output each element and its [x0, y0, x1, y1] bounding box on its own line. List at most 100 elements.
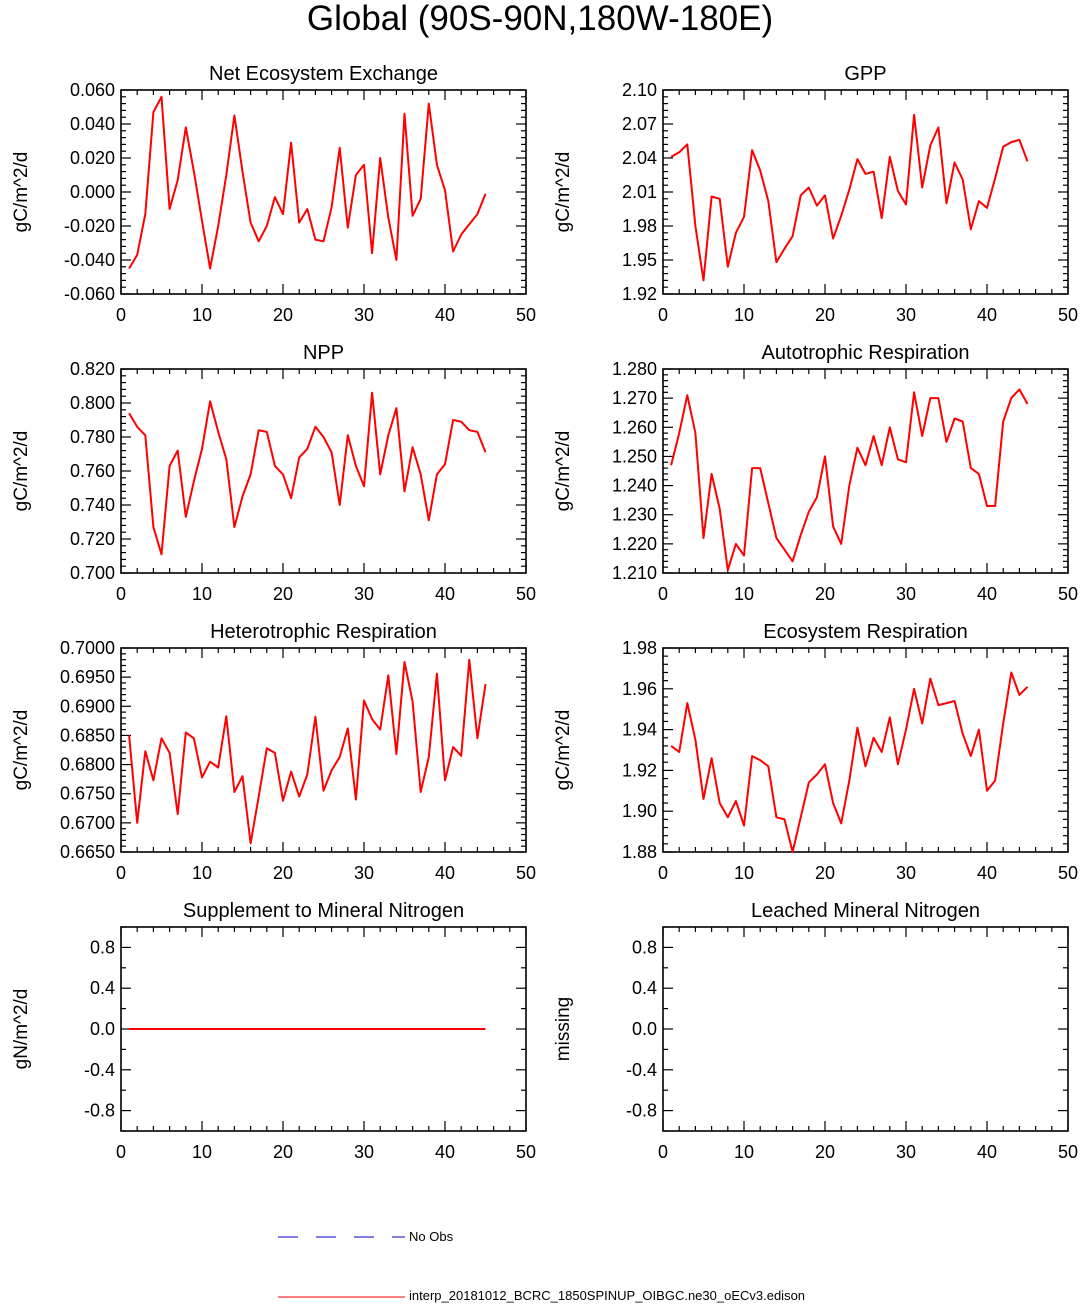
y-tick-label: 0.760 [70, 461, 115, 481]
x-tick-label: 50 [516, 584, 536, 604]
y-tick-label: 1.88 [622, 842, 657, 862]
panel-title: Supplement to Mineral Nitrogen [183, 900, 464, 922]
x-tick-label: 10 [192, 305, 212, 325]
x-tick-label: 0 [658, 1142, 668, 1162]
y-tick-label: 0.700 [70, 563, 115, 583]
x-tick-label: 20 [273, 863, 293, 883]
y-tick-label: 0.6950 [60, 667, 115, 687]
plot-frame [662, 647, 1069, 853]
y-tick-label: 0.8 [632, 937, 657, 957]
y-tick-label: 0.0 [90, 1019, 115, 1039]
plot-frame [120, 647, 527, 853]
panel-title: Leached Mineral Nitrogen [751, 900, 980, 922]
x-tick-label: 50 [516, 1142, 536, 1162]
x-tick-label: 10 [192, 863, 212, 883]
chart-panel: GPP gC/m^2/d 0 10 20 30 40 50 1.92 1.95 1.98 2.01 2.… [553, 63, 1078, 325]
y-tick-label: 0.6850 [60, 725, 115, 745]
x-tick-label: 50 [1058, 1142, 1078, 1162]
panel-title: Heterotrophic Respiration [210, 621, 437, 643]
y-tick-label: 0.7000 [60, 638, 115, 658]
y-axis-label: gN/m^2/d [11, 989, 32, 1070]
y-tick-label: 0.4 [632, 978, 657, 998]
y-tick-label: 0.040 [70, 114, 115, 134]
x-tick-label: 30 [896, 305, 916, 325]
series-line [128, 658, 487, 845]
y-tick-label: 1.280 [612, 359, 657, 379]
chart-panel: Supplement to Mineral Nitrogen gN/m^2/d 0 1… [11, 900, 536, 1162]
y-tick-label: 0.000 [70, 182, 115, 202]
y-tick-label: 0.740 [70, 495, 115, 515]
x-tick-label: 10 [734, 305, 754, 325]
x-tick-label: 20 [273, 584, 293, 604]
y-tick-label: 0.4 [90, 978, 115, 998]
y-axis-label: gC/m^2/d [11, 152, 32, 233]
y-tick-label: 0.0 [632, 1019, 657, 1039]
y-tick-label: 0.6900 [60, 696, 115, 716]
y-tick-label: 1.95 [622, 250, 657, 270]
y-tick-label: 0.8 [90, 937, 115, 957]
y-tick-label: 0.780 [70, 427, 115, 447]
x-tick-label: 30 [896, 1142, 916, 1162]
x-tick-label: 50 [1058, 863, 1078, 883]
x-tick-label: 50 [516, 305, 536, 325]
x-tick-label: 40 [435, 305, 455, 325]
x-tick-label: 40 [977, 584, 997, 604]
x-tick-label: 30 [354, 863, 374, 883]
x-tick-label: 0 [116, 584, 126, 604]
x-tick-label: 30 [354, 584, 374, 604]
x-tick-label: 0 [116, 1142, 126, 1162]
chart-panel: Autotrophic Respiration gC/m^2/d 0 10 20 30 40… [553, 342, 1078, 604]
series-line [670, 388, 1029, 572]
series-line [128, 391, 487, 556]
panel-title: Ecosystem Respiration [763, 621, 968, 643]
x-tick-label: 50 [516, 863, 536, 883]
y-tick-label: -0.8 [626, 1101, 657, 1121]
panel-title: Autotrophic Respiration [762, 342, 970, 364]
x-tick-label: 20 [815, 584, 835, 604]
y-tick-label: 1.240 [612, 476, 657, 496]
x-tick-label: 40 [977, 305, 997, 325]
plot-frame [120, 368, 527, 574]
y-tick-label: 0.6800 [60, 755, 115, 775]
y-tick-label: 0.820 [70, 359, 115, 379]
y-tick-label: -0.060 [64, 284, 115, 304]
y-tick-label: -0.020 [64, 216, 115, 236]
x-tick-label: 40 [435, 863, 455, 883]
y-tick-label: 0.720 [70, 529, 115, 549]
y-tick-label: 2.07 [622, 114, 657, 134]
y-tick-label: 1.96 [622, 679, 657, 699]
legend-obs-label: No Obs [409, 1229, 454, 1244]
chart-panel: Ecosystem Respiration gC/m^2/d 0 10 20 30 40 50… [553, 621, 1078, 883]
y-tick-label: 0.800 [70, 393, 115, 413]
series-line [670, 113, 1029, 282]
x-tick-label: 20 [815, 1142, 835, 1162]
x-tick-label: 30 [354, 1142, 374, 1162]
series-line [128, 95, 487, 270]
chart-panel: Net Ecosystem Exchange gC/m^2/d 0 10 20 30 40 5… [11, 63, 536, 325]
y-tick-label: -0.040 [64, 250, 115, 270]
y-tick-label: 1.92 [622, 284, 657, 304]
x-tick-label: 30 [896, 584, 916, 604]
y-tick-label: 1.98 [622, 638, 657, 658]
panel-title: GPP [844, 63, 886, 85]
x-tick-label: 20 [273, 305, 293, 325]
y-tick-label: -0.4 [84, 1060, 115, 1080]
x-tick-label: 0 [116, 305, 126, 325]
x-tick-label: 10 [734, 863, 754, 883]
y-tick-label: 1.94 [622, 720, 657, 740]
x-tick-label: 10 [734, 1142, 754, 1162]
y-tick-label: 2.04 [622, 148, 657, 168]
y-axis-label: gC/m^2/d [11, 431, 32, 512]
x-tick-label: 20 [815, 863, 835, 883]
panels-container: Net Ecosystem Exchange gC/m^2/d 0 10 20 30 40 5… [11, 63, 1078, 1162]
y-tick-label: 1.210 [612, 563, 657, 583]
x-tick-label: 40 [977, 1142, 997, 1162]
series-line [670, 671, 1029, 853]
plot-frame [120, 89, 527, 295]
y-tick-label: 1.260 [612, 417, 657, 437]
y-tick-label: 1.92 [622, 760, 657, 780]
x-tick-label: 0 [658, 584, 668, 604]
panel-title: NPP [303, 342, 344, 364]
y-tick-label: 0.060 [70, 80, 115, 100]
y-tick-label: 1.98 [622, 216, 657, 236]
